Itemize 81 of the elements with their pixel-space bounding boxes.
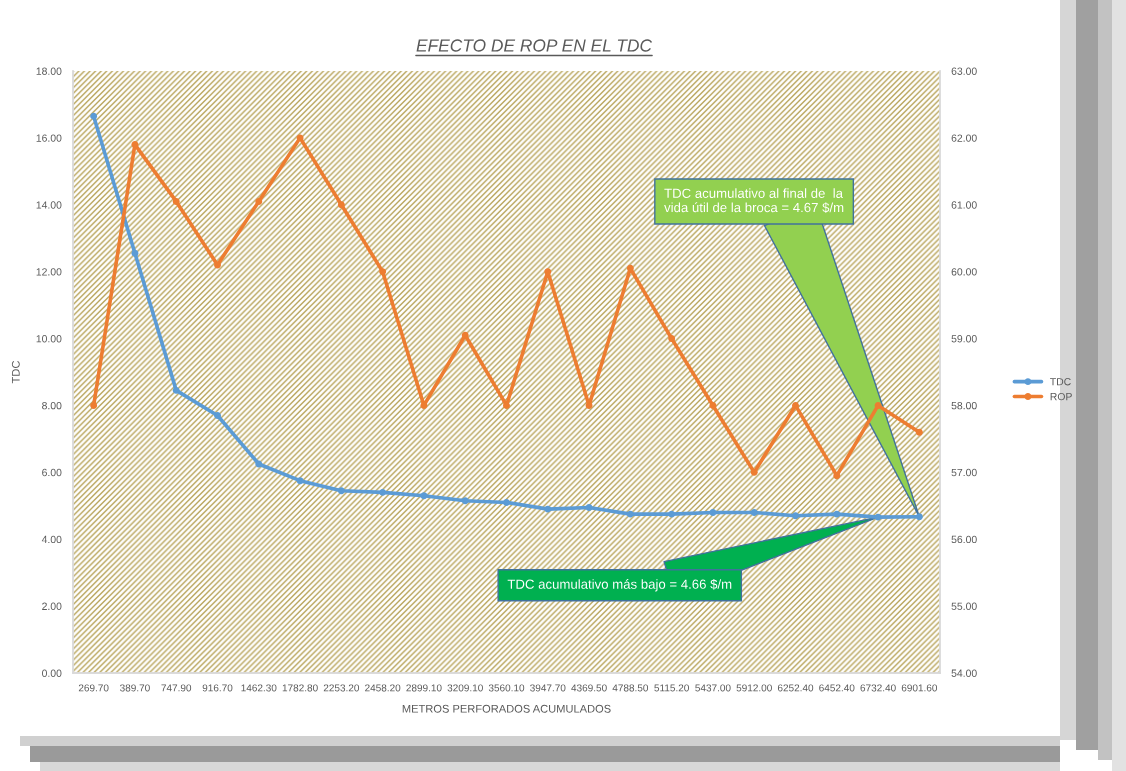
point xyxy=(90,112,98,120)
point xyxy=(337,487,345,495)
y2-tick-label: 63.00 xyxy=(951,67,977,75)
legend-label: ROP xyxy=(1050,392,1072,401)
x-tick-label: 4369.50 xyxy=(571,684,607,692)
x-tick-label: 1462.30 xyxy=(241,684,277,692)
x-tick-label: 6252.40 xyxy=(777,684,814,692)
legend-label: TDC xyxy=(1050,378,1071,386)
x-tick-label: 747.90 xyxy=(161,684,192,692)
point xyxy=(255,197,263,205)
x-tick-label: 4788.50 xyxy=(612,684,649,692)
point xyxy=(461,497,469,505)
y-tick-label: 14.00 xyxy=(36,201,62,209)
y2-tick-label: 56.00 xyxy=(951,535,977,544)
point xyxy=(874,401,882,409)
x-tick-label: 3560.10 xyxy=(488,684,525,692)
point xyxy=(90,401,98,409)
point xyxy=(750,468,758,476)
x-tick-label: 6732.40 xyxy=(860,684,896,692)
y-tick-label: 10.00 xyxy=(36,335,62,343)
y2-tick-label: 62.00 xyxy=(951,134,977,142)
y2-tick-label: 54.00 xyxy=(951,669,977,677)
point xyxy=(668,335,676,343)
y-tick-label: 12.00 xyxy=(36,268,62,276)
point xyxy=(214,412,221,419)
x-tick-label: 389.70 xyxy=(120,684,150,692)
y2-tick-label: 60.00 xyxy=(951,268,977,276)
x-tick-label: 2253.20 xyxy=(323,684,360,692)
x-tick-label: 269.70 xyxy=(78,684,109,692)
x-tick-label: 6452.40 xyxy=(819,684,855,692)
point xyxy=(709,508,717,516)
point xyxy=(915,513,923,521)
point xyxy=(792,512,799,520)
point xyxy=(379,268,387,276)
x-tick-label: 2458.20 xyxy=(365,684,401,692)
x-tick-label: 916.70 xyxy=(202,684,233,692)
annotation: TDC acumulativo al final de la vida útil de la broca = 4.67 $/m xyxy=(664,188,844,213)
point xyxy=(833,510,841,518)
y2-tick-label: 55.00 xyxy=(951,602,977,610)
point xyxy=(709,401,717,409)
point xyxy=(544,505,552,513)
point xyxy=(379,488,387,496)
y2-tick-label: 58.00 xyxy=(951,401,977,410)
point xyxy=(131,249,139,257)
point xyxy=(172,197,180,205)
x-tick-label: 6901.60 xyxy=(901,684,938,692)
y2-tick-label: 61.00 xyxy=(951,201,977,209)
point xyxy=(172,386,180,394)
annotation: TDC acumulativo más bajo = 4.66 $/m xyxy=(507,578,732,592)
y-tick-label: 4.00 xyxy=(41,535,62,544)
x-tick-label: 5115.20 xyxy=(654,684,689,692)
x-tick-label: 3209.10 xyxy=(447,684,483,692)
point xyxy=(750,508,758,516)
point xyxy=(337,201,345,209)
point xyxy=(626,510,634,518)
point xyxy=(131,141,139,149)
x-axis-title: METROS PERFORADOS ACUMULADOS xyxy=(402,704,611,713)
y-tick-label: 8.00 xyxy=(42,401,62,410)
point xyxy=(503,498,510,506)
point xyxy=(915,428,923,436)
point xyxy=(420,492,428,500)
point xyxy=(585,503,593,511)
x-tick-label: 1782.80 xyxy=(282,684,318,692)
x-tick-label: 5912.00 xyxy=(736,684,772,692)
y-tick-label: 18.00 xyxy=(36,67,62,75)
point xyxy=(214,261,221,269)
x-tick-label: 3947.70 xyxy=(530,684,566,692)
y-axis-title: TDC xyxy=(11,361,20,384)
y-tick-label: 16.00 xyxy=(36,134,62,142)
point xyxy=(668,510,676,518)
y-tick-label: 0.00 xyxy=(42,669,62,677)
x-tick-label: 2899.10 xyxy=(406,684,442,692)
chart-title: EFECTO DE ROP EN EL TDC xyxy=(416,39,653,52)
point xyxy=(296,477,304,485)
y-tick-label: 2.00 xyxy=(42,602,62,610)
point xyxy=(255,460,263,468)
y2-tick-label: 59.00 xyxy=(951,335,977,343)
point xyxy=(626,264,634,272)
y-tick-label: 6.00 xyxy=(42,468,62,477)
y2-tick-label: 57.00 xyxy=(951,468,977,477)
x-tick-label: 5437.00 xyxy=(695,684,731,692)
